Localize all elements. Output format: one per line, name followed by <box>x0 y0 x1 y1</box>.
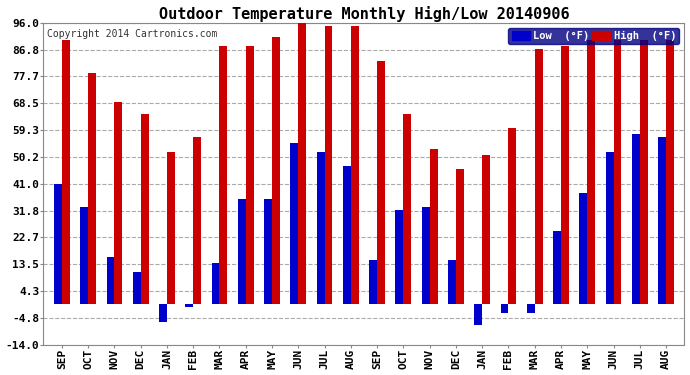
Bar <box>238 198 246 304</box>
Bar <box>80 207 88 304</box>
Bar <box>527 304 535 313</box>
Bar <box>324 26 333 304</box>
Bar <box>606 152 613 304</box>
Bar <box>474 304 482 324</box>
Bar <box>272 38 280 304</box>
Text: Copyright 2014 Cartronics.com: Copyright 2014 Cartronics.com <box>47 29 217 39</box>
Bar <box>448 260 456 304</box>
Bar <box>456 169 464 304</box>
Bar <box>186 304 193 307</box>
Bar <box>54 184 62 304</box>
Bar <box>500 304 509 313</box>
Bar <box>658 137 666 304</box>
Title: Outdoor Temperature Monthly High/Low 20140906: Outdoor Temperature Monthly High/Low 201… <box>159 6 569 21</box>
Bar <box>666 40 674 304</box>
Bar <box>553 231 561 304</box>
Bar <box>290 143 298 304</box>
Bar <box>482 154 490 304</box>
Bar <box>106 257 115 304</box>
Bar <box>219 46 228 304</box>
Bar <box>632 134 640 304</box>
Bar <box>298 23 306 304</box>
Legend: Low  (°F), High  (°F): Low (°F), High (°F) <box>509 28 679 44</box>
Bar <box>369 260 377 304</box>
Bar <box>580 193 587 304</box>
Bar <box>317 152 324 304</box>
Bar <box>141 114 148 304</box>
Bar <box>343 166 351 304</box>
Bar <box>377 61 385 304</box>
Bar <box>404 114 411 304</box>
Bar <box>212 263 219 304</box>
Bar <box>613 40 622 304</box>
Bar <box>264 198 272 304</box>
Bar <box>167 152 175 304</box>
Bar <box>88 72 96 304</box>
Bar <box>587 40 595 304</box>
Bar <box>132 272 141 304</box>
Bar <box>193 137 201 304</box>
Bar <box>535 49 542 304</box>
Bar <box>509 128 516 304</box>
Bar <box>159 304 167 322</box>
Bar <box>246 46 254 304</box>
Bar <box>561 46 569 304</box>
Bar <box>640 40 648 304</box>
Bar <box>422 207 430 304</box>
Bar <box>351 26 359 304</box>
Bar <box>115 102 122 304</box>
Bar <box>62 40 70 304</box>
Bar <box>395 210 404 304</box>
Bar <box>430 149 437 304</box>
